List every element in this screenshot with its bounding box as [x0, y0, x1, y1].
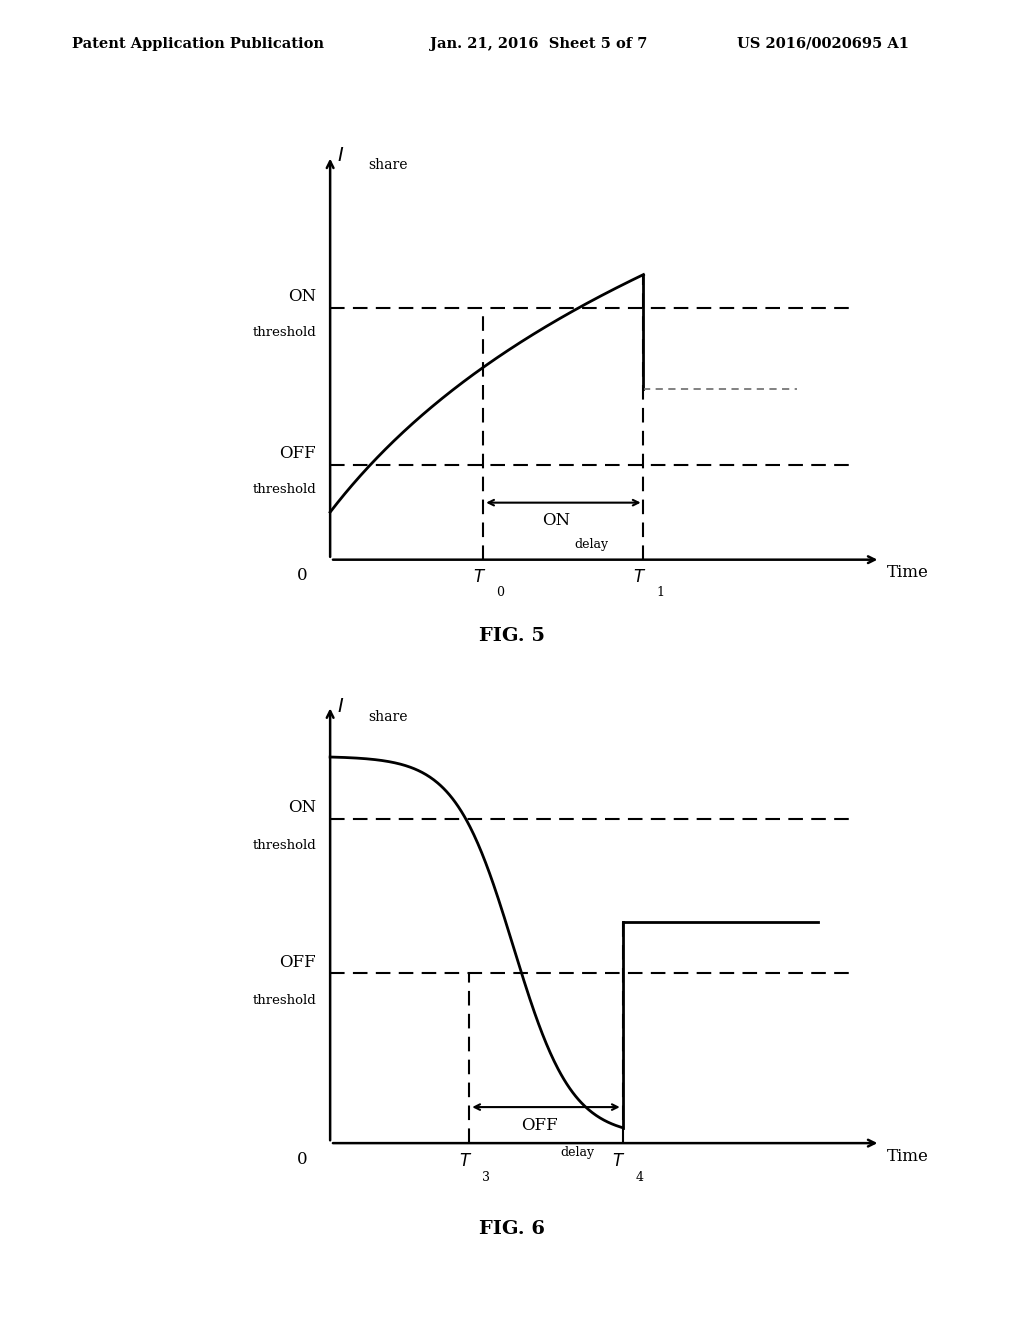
Text: US 2016/0020695 A1: US 2016/0020695 A1 — [737, 37, 909, 51]
Text: Time: Time — [887, 565, 929, 581]
Text: FIG. 6: FIG. 6 — [479, 1220, 545, 1238]
Text: $T$: $T$ — [473, 569, 486, 586]
Text: 0: 0 — [496, 586, 504, 599]
Text: OFF: OFF — [280, 953, 316, 970]
Text: 3: 3 — [482, 1171, 489, 1184]
Text: $T$: $T$ — [612, 1154, 626, 1171]
Text: threshold: threshold — [253, 994, 316, 1007]
Text: $T$: $T$ — [634, 569, 646, 586]
Text: share: share — [369, 158, 408, 173]
Text: 0: 0 — [297, 566, 307, 583]
Text: delay: delay — [560, 1146, 594, 1159]
Text: Jan. 21, 2016  Sheet 5 of 7: Jan. 21, 2016 Sheet 5 of 7 — [430, 37, 647, 51]
Text: ON: ON — [288, 289, 316, 305]
Text: $I$: $I$ — [337, 698, 344, 715]
Text: ON: ON — [543, 512, 570, 529]
Text: FIG. 5: FIG. 5 — [479, 627, 545, 645]
Text: Time: Time — [887, 1148, 929, 1166]
Text: $I$: $I$ — [337, 148, 344, 165]
Text: $T$: $T$ — [460, 1154, 472, 1171]
Text: Patent Application Publication: Patent Application Publication — [72, 37, 324, 51]
Text: ON: ON — [288, 799, 316, 816]
Text: delay: delay — [574, 539, 608, 552]
Text: threshold: threshold — [253, 326, 316, 339]
Text: OFF: OFF — [520, 1117, 557, 1134]
Text: 0: 0 — [297, 1151, 307, 1168]
Text: share: share — [369, 710, 408, 723]
Text: 1: 1 — [656, 586, 664, 599]
Text: threshold: threshold — [253, 483, 316, 495]
Text: OFF: OFF — [280, 445, 316, 462]
Text: threshold: threshold — [253, 840, 316, 853]
Text: 4: 4 — [635, 1171, 643, 1184]
